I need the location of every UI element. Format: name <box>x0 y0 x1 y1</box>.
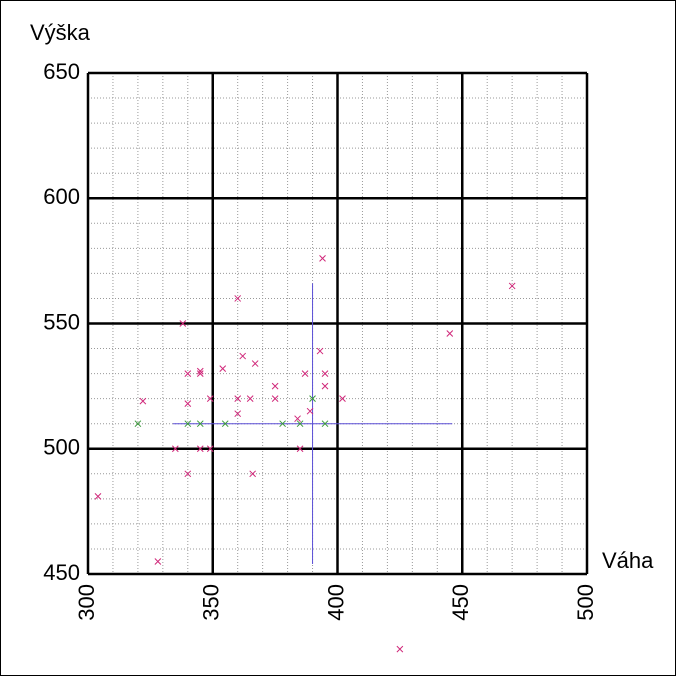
point <box>306 407 314 415</box>
point <box>339 395 346 403</box>
point <box>301 370 309 377</box>
point <box>246 395 254 403</box>
x-axis-label: Váha <box>602 548 654 573</box>
point <box>321 382 329 390</box>
point <box>196 367 204 375</box>
point <box>206 445 214 453</box>
point <box>139 397 147 405</box>
point <box>321 370 329 377</box>
point <box>316 347 324 355</box>
point <box>179 320 187 327</box>
point <box>319 255 326 262</box>
point <box>271 395 279 403</box>
y-tick-label: 450 <box>43 560 80 585</box>
point <box>134 420 142 428</box>
point <box>508 282 516 290</box>
point <box>234 295 242 302</box>
point <box>296 445 304 453</box>
point <box>446 330 454 337</box>
point <box>184 420 192 428</box>
point <box>171 445 179 453</box>
point <box>206 395 214 403</box>
point <box>94 492 102 500</box>
point <box>234 410 242 418</box>
point <box>251 360 259 367</box>
point <box>184 370 192 377</box>
point <box>234 395 242 403</box>
point <box>196 370 204 377</box>
point <box>321 420 329 428</box>
point <box>221 420 229 428</box>
x-tick-label: 450 <box>448 584 473 621</box>
point <box>219 365 227 372</box>
point <box>154 558 162 565</box>
point <box>184 470 192 478</box>
y-tick-label: 600 <box>43 184 80 209</box>
x-tick-label: 500 <box>573 584 598 621</box>
point <box>239 352 247 360</box>
point <box>279 420 286 428</box>
point <box>196 445 204 453</box>
point <box>196 420 204 428</box>
point <box>184 400 192 408</box>
point <box>294 415 301 423</box>
point <box>396 645 404 653</box>
point <box>296 420 304 428</box>
point <box>249 470 257 478</box>
x-tick-label: 400 <box>323 584 348 621</box>
y-tick-label: 500 <box>43 435 80 460</box>
point <box>271 382 279 390</box>
y-tick-label: 550 <box>43 309 80 334</box>
point <box>309 395 316 403</box>
y-tick-label: 650 <box>43 59 80 84</box>
x-tick-label: 300 <box>74 584 99 621</box>
y-axis-label: Výška <box>30 20 91 45</box>
x-tick-label: 350 <box>199 584 224 621</box>
